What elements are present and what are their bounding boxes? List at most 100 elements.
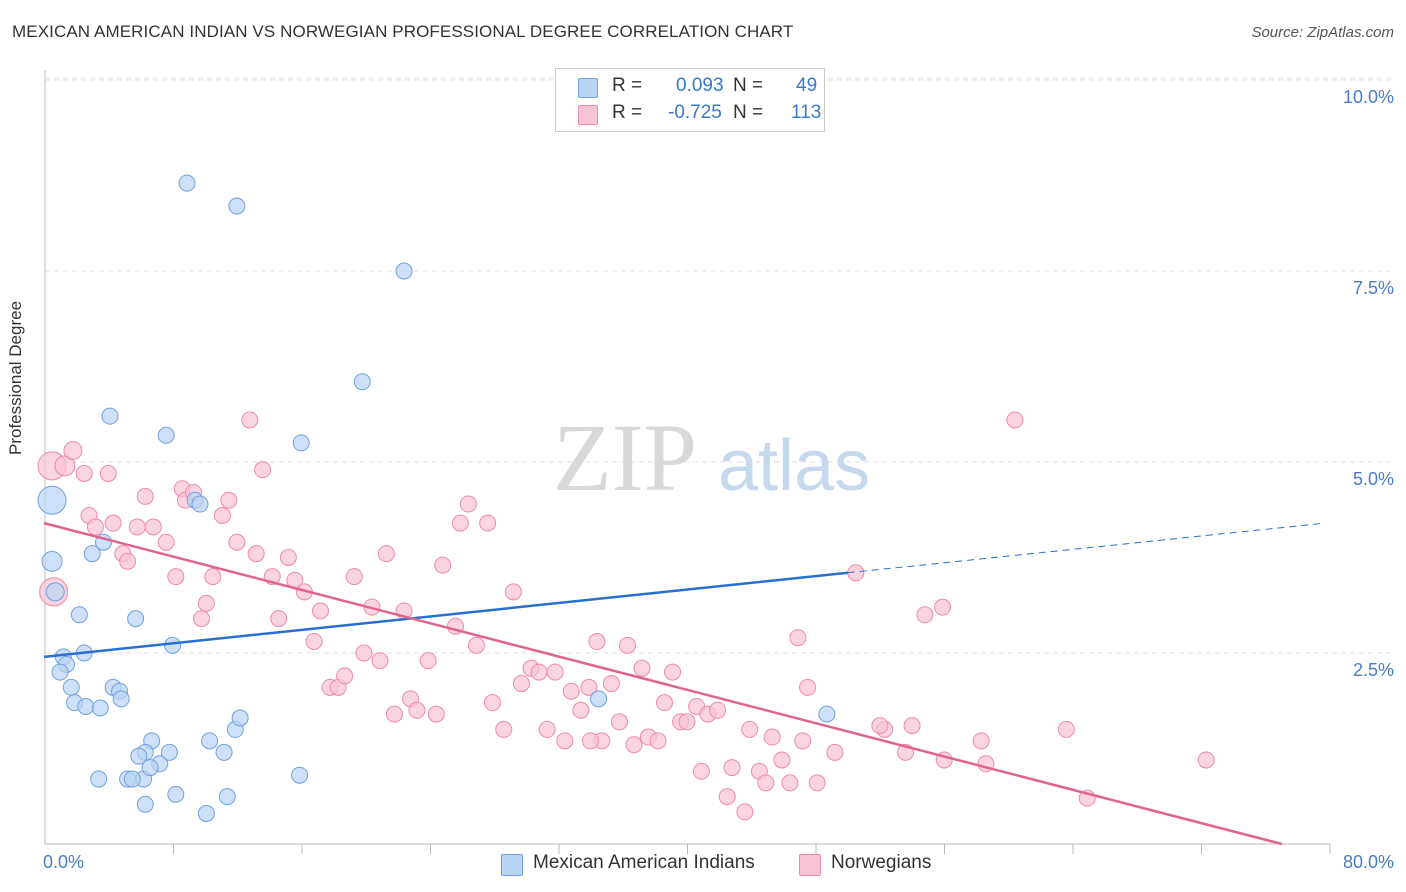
- norwegian-point: [128, 518, 146, 536]
- mexican-american-indian-point: [101, 407, 119, 425]
- norwegian-point: [741, 720, 759, 738]
- legend-box: R = 0.093 N = 49 R = -0.725 N = 113: [555, 68, 825, 132]
- legend-n-value: 113: [791, 102, 822, 123]
- mexican-american-indian-point: [231, 709, 249, 727]
- legend-n-label: N =: [733, 75, 764, 96]
- norwegian-point: [75, 464, 93, 482]
- watermark: ZIP atlas: [553, 404, 870, 511]
- norwegian-point: [538, 720, 556, 738]
- norwegian-point: [504, 583, 522, 601]
- norwegian-point: [602, 675, 620, 693]
- mexican-american-indian-point: [91, 699, 109, 717]
- norwegian-point: [197, 594, 215, 612]
- norwegian-point: [625, 736, 643, 754]
- norwegian-point: [610, 713, 628, 731]
- norwegian-point: [86, 518, 104, 536]
- norwegian-point: [495, 720, 513, 738]
- norwegian-point: [903, 717, 921, 735]
- mexican-american-indian-point: [291, 766, 309, 784]
- norwegian-point: [157, 533, 175, 551]
- y-tick-label: 5.0%: [1352, 469, 1394, 489]
- norwegian-point: [916, 606, 934, 624]
- bottom-legend-label: Mexican American Indians: [533, 852, 755, 873]
- norwegian-point: [345, 568, 363, 586]
- mexican-american-indian-point: [818, 705, 836, 723]
- norwegian-point: [678, 713, 696, 731]
- norwegian-point: [408, 701, 426, 719]
- mexican-american-indian-point: [130, 747, 148, 765]
- norwegian-point: [355, 644, 373, 662]
- mexican-american-indian-point: [83, 545, 101, 563]
- norwegian-point: [104, 514, 122, 532]
- norwegian-point: [808, 774, 826, 792]
- mexican-american-indian-point: [90, 770, 108, 788]
- norwegian-point: [371, 652, 389, 670]
- norwegian-point: [279, 549, 297, 566]
- y-tick-label: 7.5%: [1352, 278, 1394, 298]
- norwegian-point: [377, 545, 395, 563]
- norwegian-point: [220, 491, 238, 509]
- watermark-zip: ZIP: [553, 404, 697, 511]
- norwegian-point: [228, 533, 246, 551]
- norwegian-point: [247, 545, 265, 563]
- norwegian-point: [580, 678, 598, 696]
- mexican-american-indian-point: [141, 759, 159, 777]
- norwegian-point: [633, 659, 651, 677]
- norwegian-point: [136, 487, 154, 505]
- mexican-american-indian-point: [218, 788, 236, 806]
- norwegian-point: [483, 694, 501, 712]
- norwegian-point: [871, 717, 889, 735]
- norwegian-point: [546, 663, 564, 681]
- norwegian-point: [709, 701, 727, 719]
- norwegian-point: [336, 667, 354, 685]
- mexican-american-indian-point: [45, 582, 65, 602]
- norwegian-point: [556, 732, 574, 750]
- mexican-american-indian-point: [590, 690, 608, 708]
- legend-r-label: R =: [612, 75, 643, 96]
- norwegian-point: [427, 705, 445, 723]
- norwegian-point: [718, 788, 736, 806]
- legend-row-series1: R = 0.093 N = 49: [578, 75, 818, 99]
- norwegian-point: [419, 652, 437, 670]
- x-tick-label-max: 80.0%: [1342, 852, 1394, 872]
- mexican-american-indian-point: [164, 636, 182, 654]
- norwegian-point: [204, 568, 222, 586]
- norwegian-point: [794, 732, 812, 750]
- norwegian-point: [664, 663, 682, 681]
- y-tick-label: 2.5%: [1352, 660, 1394, 680]
- source-label: Source: ZipAtlas.com: [1251, 24, 1394, 41]
- norwegian-point: [241, 411, 259, 429]
- watermark-atlas: atlas: [718, 426, 870, 506]
- norwegian-point: [213, 506, 231, 524]
- norwegian-point: [826, 743, 844, 761]
- y-axis-label: Professional Degree: [6, 300, 25, 455]
- norwegian-point: [479, 514, 497, 532]
- legend-n-label: N =: [733, 102, 764, 123]
- mexican-american-indian-point: [228, 197, 246, 215]
- mexican-american-indian-point: [178, 174, 196, 192]
- norwegian-point: [54, 455, 76, 477]
- norwegian-point: [459, 495, 477, 513]
- mexican-american-indians-points: [37, 174, 836, 822]
- norwegian-point: [512, 675, 530, 693]
- norwegian-point: [799, 678, 817, 696]
- norwegian-point: [789, 629, 807, 647]
- norwegian-point: [270, 610, 288, 628]
- norwegian-point: [619, 636, 637, 654]
- norwegian-point: [773, 751, 791, 769]
- norwegian-point: [723, 759, 741, 777]
- grid-lines: [45, 77, 1394, 654]
- y-tick-label: 10.0%: [1342, 87, 1394, 107]
- mexican-american-indian-point: [51, 663, 69, 681]
- mexican-american-indian-point: [112, 690, 130, 708]
- norwegian-point: [1057, 720, 1075, 738]
- norwegian-point: [934, 598, 952, 616]
- norwegian-point: [451, 514, 469, 532]
- norwegian-point: [781, 774, 799, 792]
- norwegian-point: [530, 663, 548, 681]
- legend-swatch-pink: [578, 105, 598, 125]
- norwegian-point: [144, 518, 162, 536]
- trend-line-norwegians: [43, 521, 1283, 846]
- mexican-american-indian-point: [37, 485, 67, 515]
